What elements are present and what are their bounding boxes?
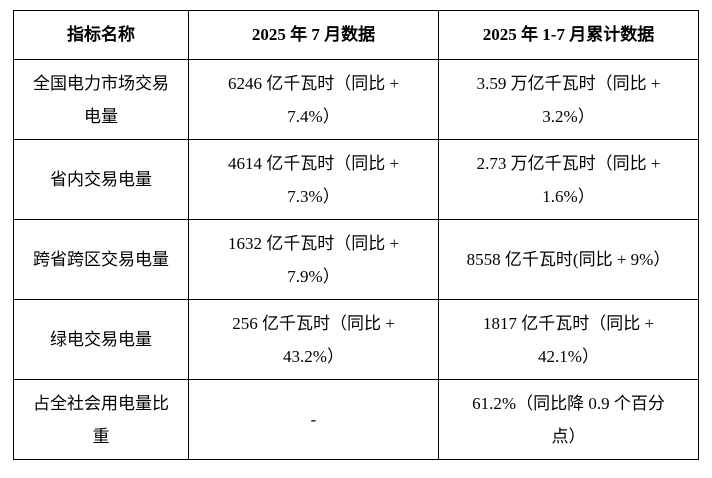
table-row: 占全社会用电量比 重 -61.2%（同比降 0.9 个百分 点） — [13, 379, 699, 460]
indicator-name-cell: 绿电交易电量 — [13, 299, 189, 380]
indicator-name-cell: 全国电力市场交易 电量 — [13, 59, 189, 140]
column-header-2: 2025 年 1-7 月累计数据 — [438, 10, 699, 60]
table-row: 绿电交易电量 256 亿千瓦时（同比 + 43.2%） 1817 亿千瓦时（同比 +… — [13, 299, 699, 380]
cumulative-data-cell: 1817 亿千瓦时（同比 + 42.1%） — [438, 299, 699, 380]
indicator-name-cell: 跨省跨区交易电量 — [13, 219, 189, 300]
column-header-0: 指标名称 — [13, 10, 189, 60]
july-data-cell: 256 亿千瓦时（同比 + 43.2%） — [188, 299, 439, 380]
july-data-cell: 4614 亿千瓦时（同比 + 7.3%） — [188, 139, 439, 220]
july-data-cell: 1632 亿千瓦时（同比 + 7.9%） — [188, 219, 439, 300]
table-row: 全国电力市场交易 电量 6246 亿千瓦时（同比 + 7.4%） 3.59 万亿千瓦… — [13, 59, 699, 140]
electricity-market-data-table: 指标名称 2025 年 7 月数据 2025 年 1-7 月累计数据 全国电力市场交… — [13, 10, 699, 460]
indicator-name-cell: 占全社会用电量比 重 — [13, 379, 189, 460]
table-row: 省内交易电量 4614 亿千瓦时（同比 + 7.3%） 2.73 万亿千瓦时（同比 … — [13, 139, 699, 220]
cumulative-data-cell: 61.2%（同比降 0.9 个百分 点） — [438, 379, 699, 460]
table-row: 跨省跨区交易电量 1632 亿千瓦时（同比 + 7.9%） 8558 亿千瓦时(同比… — [13, 219, 699, 300]
column-header-1: 2025 年 7 月数据 — [188, 10, 439, 60]
cumulative-data-cell: 8558 亿千瓦时(同比 + 9%） — [438, 219, 699, 300]
indicator-name-cell: 省内交易电量 — [13, 139, 189, 220]
july-data-cell: - — [188, 379, 439, 460]
cumulative-data-cell: 3.59 万亿千瓦时（同比 + 3.2%） — [438, 59, 699, 140]
cumulative-data-cell: 2.73 万亿千瓦时（同比 + 1.6%） — [438, 139, 699, 220]
july-data-cell: 6246 亿千瓦时（同比 + 7.4%） — [188, 59, 439, 140]
table-header-row: 指标名称 2025 年 7 月数据 2025 年 1-7 月累计数据 — [13, 10, 699, 60]
